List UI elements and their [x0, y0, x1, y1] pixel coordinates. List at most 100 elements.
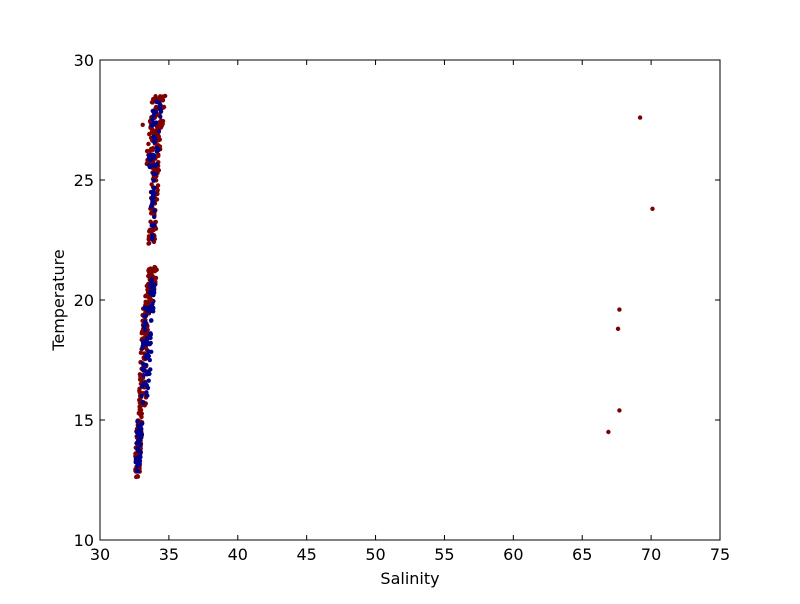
data-point: [143, 294, 148, 299]
data-point: [137, 377, 143, 382]
data-point: [149, 237, 155, 242]
data-point: [147, 268, 153, 274]
data-point: [147, 357, 153, 363]
data-point: [144, 322, 149, 327]
x-tick-label: 60: [503, 545, 523, 564]
data-point: [159, 95, 164, 100]
data-point: [143, 313, 149, 319]
data-point: [155, 188, 160, 193]
data-point: [139, 393, 144, 399]
data-point: [138, 422, 144, 427]
data-point: [152, 208, 157, 213]
y-tick-label: 25: [74, 171, 94, 190]
data-point: [152, 191, 157, 196]
data-point: [140, 367, 145, 372]
data-point: [152, 185, 157, 191]
y-tick-label: 10: [74, 531, 94, 550]
data-point: [148, 204, 154, 209]
data-point: [148, 340, 153, 346]
data-point: [149, 100, 155, 105]
data-point: [137, 388, 142, 393]
data-point: [156, 147, 161, 152]
data-point: [133, 459, 138, 465]
data-point: [153, 226, 159, 231]
y-tick-label: 15: [74, 411, 94, 430]
data-point: [154, 120, 159, 125]
x-tick-label: 50: [365, 545, 385, 564]
data-point: [148, 282, 153, 288]
data-point: [156, 153, 161, 159]
data-point: [150, 200, 155, 205]
data-point: [158, 114, 163, 119]
data-point: [151, 171, 156, 176]
outlier-point: [650, 206, 655, 211]
outlier-point: [140, 122, 145, 128]
data-point: [152, 222, 157, 228]
data-point: [142, 363, 147, 369]
x-tick-label: 35: [159, 545, 179, 564]
data-point: [148, 152, 153, 158]
data-point: [156, 129, 162, 134]
data-point: [138, 407, 144, 413]
data-point: [144, 383, 149, 388]
x-tick-label: 70: [641, 545, 661, 564]
data-point: [133, 456, 139, 461]
data-point: [152, 139, 157, 145]
data-point: [151, 134, 156, 139]
data-point: [134, 441, 139, 446]
data-point: [145, 335, 150, 341]
data-point: [151, 292, 156, 298]
data-point: [140, 343, 146, 349]
data-point: [157, 119, 163, 124]
data-point: [150, 146, 156, 151]
x-tick-label: 75: [710, 545, 730, 564]
y-tick-label: 20: [74, 291, 94, 310]
outlier-point: [615, 326, 621, 331]
data-point: [136, 411, 142, 416]
data-point: [138, 442, 143, 448]
x-tick-label: 30: [90, 545, 110, 564]
data-point: [147, 131, 152, 137]
data-point: [149, 304, 154, 309]
data-point: [161, 104, 167, 110]
data-point: [146, 156, 152, 161]
data-point: [135, 448, 140, 454]
data-point: [150, 123, 155, 128]
outlier-point: [617, 408, 622, 413]
data-point: [144, 390, 149, 395]
data-point: [150, 117, 155, 122]
data-point: [142, 305, 147, 310]
x-tick-label: 55: [434, 545, 454, 564]
data-point: [152, 268, 158, 274]
data-point: [149, 279, 154, 284]
data-point: [138, 350, 144, 355]
y-tick-label: 30: [74, 51, 94, 70]
y-axis-label: Temperature: [49, 249, 68, 351]
ticks-layer: 30 35 40 45 50 55 60 65 70 75 10 15 20 25 30: [74, 51, 731, 564]
data-point: [152, 282, 158, 287]
data-point: [149, 182, 154, 187]
data-point: [147, 228, 152, 233]
data-point: [141, 335, 147, 341]
data-point: [147, 332, 153, 338]
data-point: [144, 339, 149, 344]
data-point: [150, 108, 155, 114]
data-point: [149, 196, 155, 202]
data-point: [143, 327, 148, 333]
data-point: [146, 141, 151, 147]
data-point: [147, 298, 152, 304]
data-point: [146, 234, 152, 239]
outlier-point: [637, 115, 643, 120]
data-point: [139, 426, 144, 432]
data-point: [157, 100, 162, 106]
points-layer: [133, 93, 655, 480]
data-point: [158, 109, 164, 114]
data-point: [149, 272, 154, 277]
data-point: [137, 453, 143, 458]
data-point: [137, 458, 143, 464]
data-point: [140, 400, 145, 405]
data-point: [151, 178, 156, 183]
